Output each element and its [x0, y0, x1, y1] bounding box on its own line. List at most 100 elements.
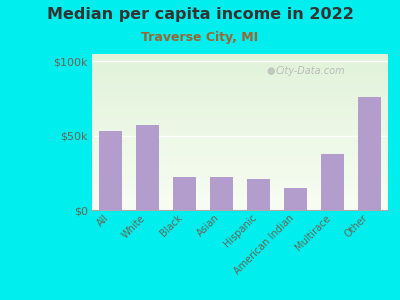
Bar — [92, 88, 388, 90]
Bar — [92, 197, 388, 199]
Bar — [136, 125, 159, 210]
Bar — [92, 174, 388, 176]
Bar — [92, 62, 388, 63]
Bar — [92, 168, 388, 170]
Bar — [92, 76, 388, 77]
Bar — [92, 177, 388, 179]
Bar — [92, 107, 388, 109]
Bar — [92, 194, 388, 196]
Bar — [92, 191, 388, 193]
Bar — [92, 123, 388, 124]
Bar — [92, 176, 388, 177]
Bar — [92, 129, 388, 130]
Bar — [92, 185, 388, 187]
Bar — [92, 182, 388, 184]
Bar — [92, 188, 388, 190]
Bar — [92, 141, 388, 143]
Bar — [92, 82, 388, 84]
Bar — [92, 116, 388, 118]
Bar — [92, 184, 388, 185]
Bar — [321, 154, 344, 210]
Bar — [92, 166, 388, 168]
Bar — [92, 140, 388, 141]
Bar — [92, 202, 388, 204]
Bar — [92, 96, 388, 98]
Text: Median per capita income in 2022: Median per capita income in 2022 — [46, 8, 354, 22]
Bar — [92, 77, 388, 79]
Bar — [92, 160, 388, 162]
Bar — [92, 109, 388, 110]
Bar — [92, 110, 388, 112]
Bar — [92, 127, 388, 129]
Bar — [92, 126, 388, 127]
Bar — [92, 84, 388, 85]
Bar — [92, 85, 388, 87]
Bar — [92, 90, 388, 92]
Text: City-Data.com: City-Data.com — [276, 67, 345, 76]
Bar — [92, 149, 388, 151]
Bar — [92, 208, 388, 210]
Bar — [92, 138, 388, 140]
Bar — [92, 134, 388, 135]
Bar — [92, 112, 388, 113]
Bar — [92, 63, 388, 65]
Bar — [210, 177, 233, 210]
Bar — [92, 132, 388, 134]
Bar — [92, 130, 388, 132]
Bar — [92, 104, 388, 106]
Bar — [92, 193, 388, 194]
Bar — [92, 180, 388, 182]
Bar — [92, 101, 388, 102]
Bar — [92, 162, 388, 163]
Bar — [92, 67, 388, 68]
Bar — [92, 98, 388, 99]
Bar — [92, 56, 388, 57]
Bar — [92, 171, 388, 172]
Bar — [92, 68, 388, 70]
Bar — [92, 143, 388, 145]
Bar — [92, 118, 388, 119]
Bar — [92, 169, 388, 171]
Bar — [99, 131, 122, 210]
Bar — [92, 99, 388, 101]
Bar — [92, 179, 388, 180]
Bar — [92, 60, 388, 62]
Bar — [92, 172, 388, 174]
Bar — [92, 190, 388, 191]
Bar — [92, 57, 388, 59]
Bar — [92, 157, 388, 158]
Bar — [92, 92, 388, 93]
Bar — [92, 145, 388, 146]
Bar — [92, 196, 388, 197]
Bar — [92, 135, 388, 137]
Bar — [92, 121, 388, 123]
Bar — [92, 124, 388, 126]
Bar — [92, 115, 388, 116]
Bar — [92, 158, 388, 160]
Bar — [92, 113, 388, 115]
Bar — [92, 59, 388, 60]
Bar — [92, 152, 388, 154]
Bar — [92, 163, 388, 165]
Bar — [92, 65, 388, 67]
Bar — [92, 74, 388, 76]
Bar — [92, 73, 388, 74]
Bar — [92, 79, 388, 80]
Bar — [92, 205, 388, 207]
Bar — [92, 80, 388, 82]
Bar — [92, 187, 388, 188]
Bar — [92, 155, 388, 157]
Bar — [92, 146, 388, 148]
Bar — [92, 204, 388, 205]
Bar — [173, 177, 196, 210]
Bar — [92, 71, 388, 73]
Bar — [92, 102, 388, 104]
Bar — [92, 93, 388, 94]
Bar — [92, 165, 388, 166]
Bar — [358, 97, 381, 210]
Bar — [92, 119, 388, 121]
Bar — [92, 207, 388, 208]
Bar — [92, 151, 388, 152]
Bar — [92, 148, 388, 149]
Bar — [92, 137, 388, 138]
